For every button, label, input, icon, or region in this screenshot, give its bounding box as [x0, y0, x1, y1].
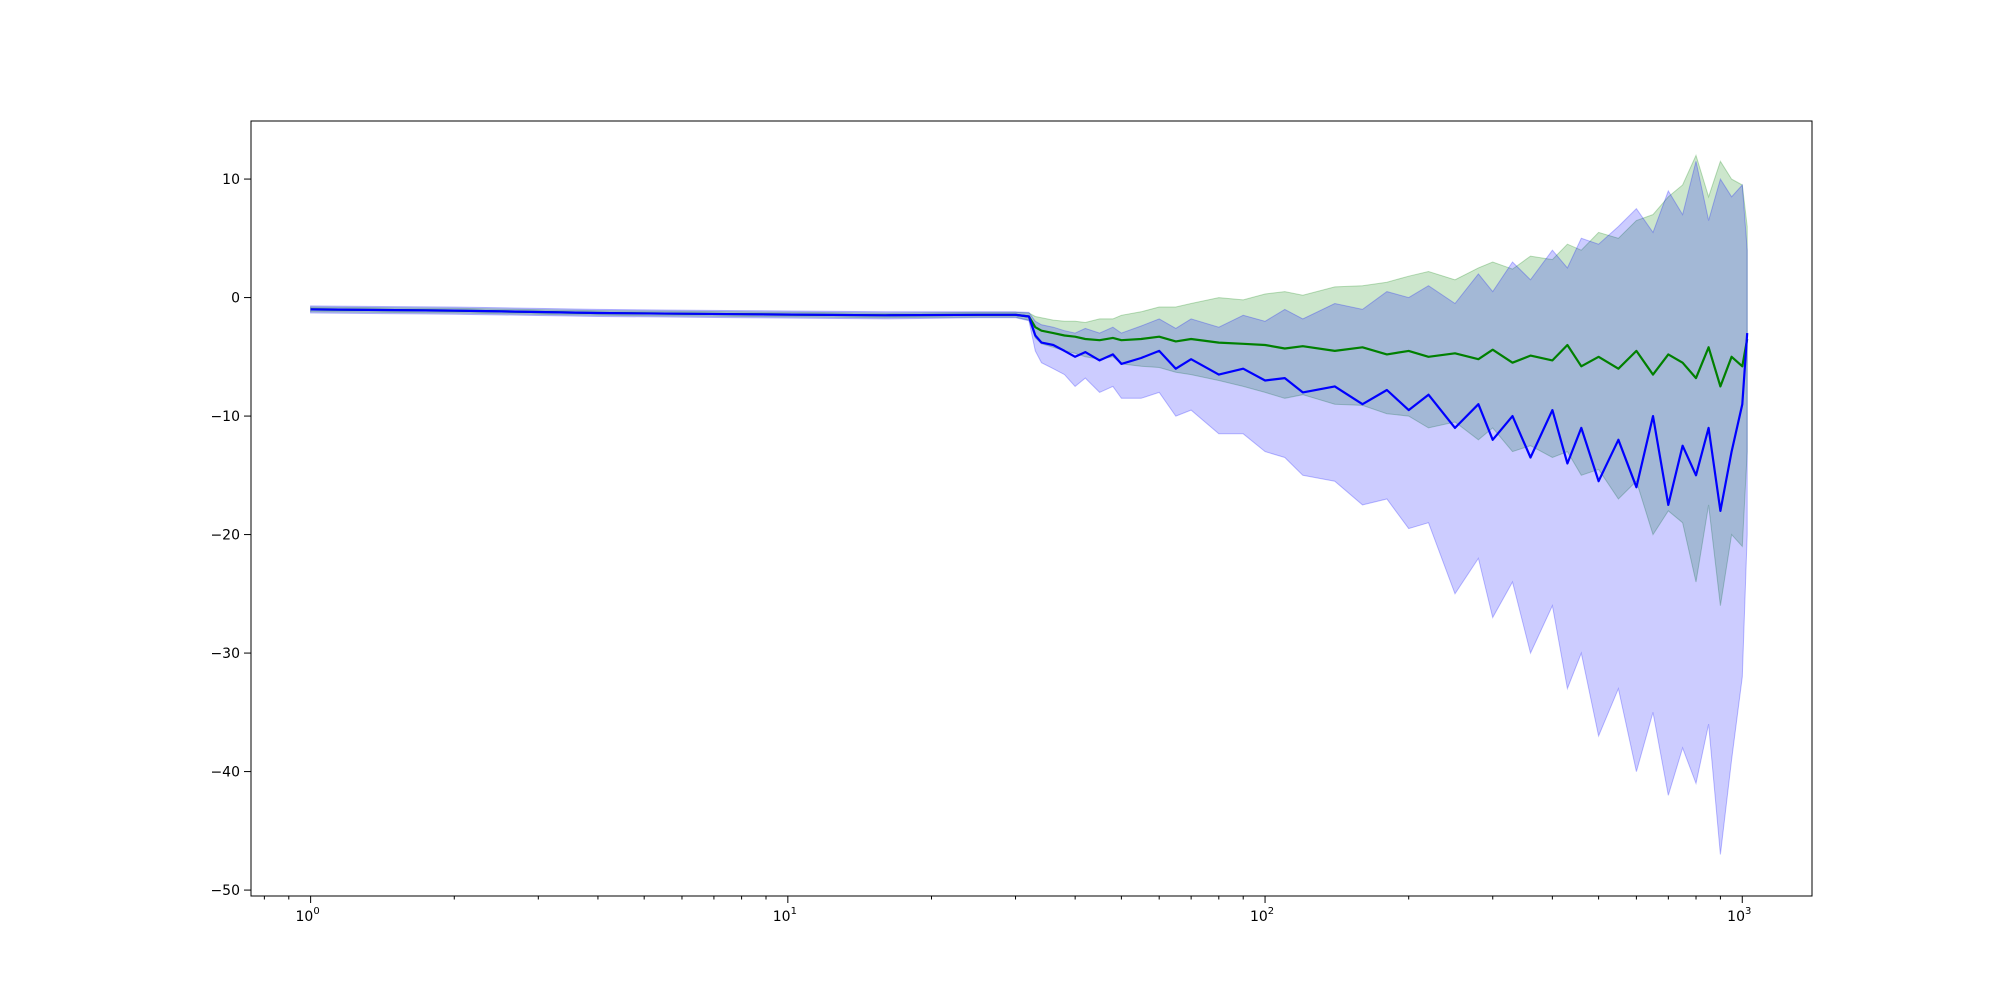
axes-frame: [250, 120, 1813, 897]
y-tick-label: 0: [231, 291, 240, 307]
x-tick-label: 101: [773, 906, 797, 925]
blue-series-line: [310, 308, 1749, 512]
blue-series-band: [310, 161, 1748, 855]
x-axis-ticks: 100 101 102 103: [263, 896, 1751, 925]
x-tick-label: 102: [1250, 906, 1274, 925]
series-lines: [310, 308, 1749, 512]
y-tick-label: −50: [210, 883, 240, 899]
y-tick-label: 10: [222, 172, 240, 188]
y-tick-label: −20: [210, 528, 240, 544]
green-series-line: [310, 308, 1749, 388]
y-tick-label: −30: [210, 646, 240, 662]
y-tick-label: −40: [210, 765, 240, 781]
x-tick-label: 103: [1727, 906, 1751, 925]
x-tick-label: 100: [296, 906, 320, 925]
confidence-bands: [310, 153, 1748, 855]
y-axis-ticks: 10 0 −10 −20 −30 −40 −50: [210, 172, 251, 899]
y-tick-label: −10: [210, 409, 240, 425]
